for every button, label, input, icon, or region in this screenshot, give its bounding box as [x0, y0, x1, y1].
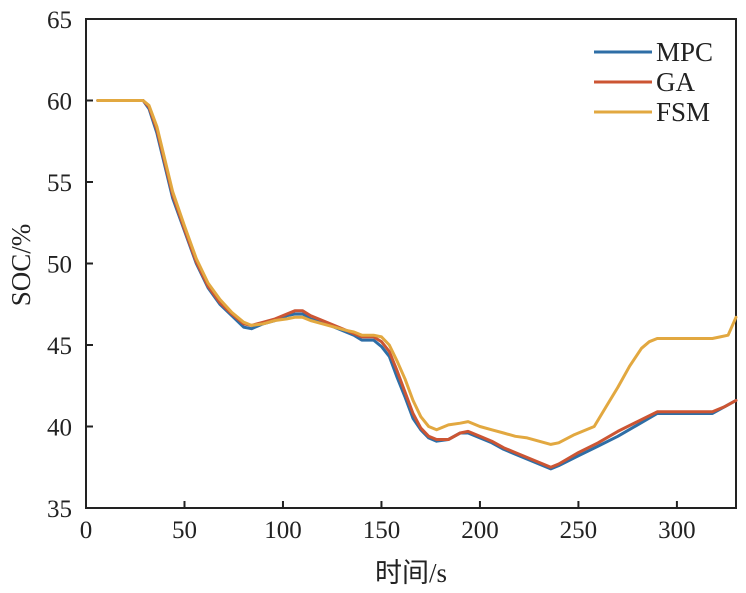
y-tick-label: 35	[47, 496, 72, 523]
series-line-fsm	[96, 99, 738, 446]
y-tick-label: 55	[47, 170, 72, 197]
legend-label-mpc: MPC	[656, 37, 713, 67]
x-tick-label: 150	[363, 517, 401, 544]
x-tick-label: 300	[658, 517, 696, 544]
y-tick-label: 50	[47, 252, 72, 279]
x-tick-label: 0	[80, 517, 93, 544]
tick-layer: 0 50 100 150 200 250 300 35 40 45 50 55 60 65	[47, 7, 696, 544]
y-axis-label: SOC/%	[6, 224, 36, 307]
plot-area-frame	[85, 18, 737, 509]
series-line-ga	[96, 99, 738, 469]
y-tick-label: 40	[47, 415, 72, 442]
x-tick-label: 50	[172, 517, 197, 544]
x-tick-label: 100	[264, 517, 302, 544]
y-tick-label: 65	[47, 7, 72, 34]
legend-label-ga: GA	[656, 67, 695, 97]
series-layer	[96, 99, 738, 471]
y-tick-label: 45	[47, 333, 72, 360]
x-tick-label: 250	[560, 517, 598, 544]
x-axis-label: 时间/s	[375, 558, 447, 588]
y-tick-label: 60	[47, 89, 72, 116]
series-line-mpc	[96, 99, 738, 471]
x-tick-label: 200	[461, 517, 499, 544]
legend-label-fsm: FSM	[656, 97, 710, 127]
